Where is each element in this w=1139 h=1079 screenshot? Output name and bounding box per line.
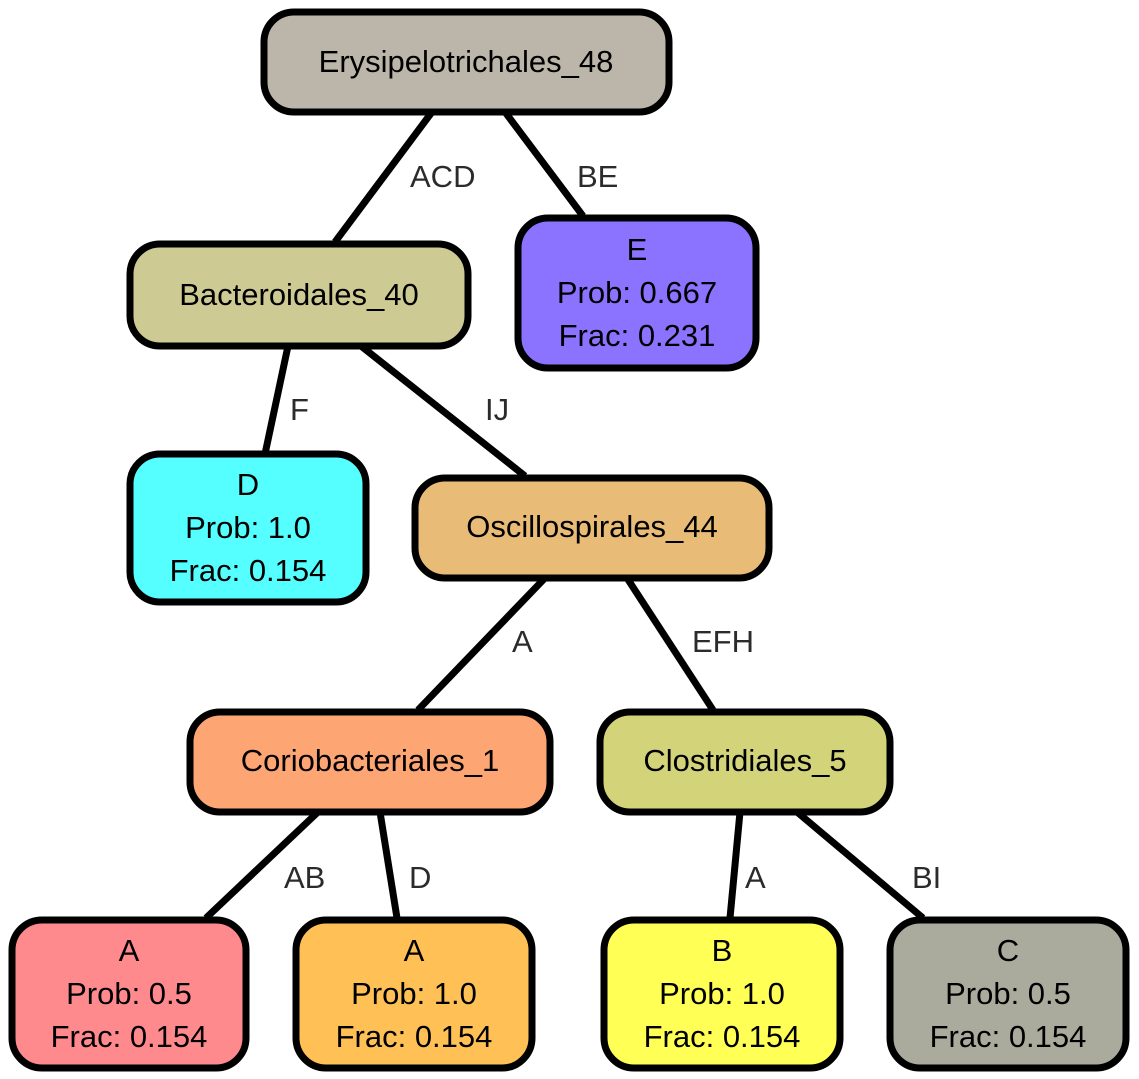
node-box [126,240,472,350]
edge-label: F [290,392,309,427]
node-box [600,916,844,1072]
edge-label: IJ [485,392,509,427]
leaf-prob: Prob: 0.667 [557,275,717,310]
leaf-class: A [404,933,425,968]
node-erysipelotrichales-48: Erysipelotrichales_48 [260,8,673,116]
edge-coriobacteriales-to-a1: AB [203,809,325,921]
edge-clostridiales-to-c: BI [794,809,941,921]
node-label: Erysipelotrichales_48 [319,44,614,79]
leaf-node-a-2: A Prob: 1.0 Frac: 0.154 [292,916,536,1072]
node-box [126,450,370,606]
edge-label: BI [912,860,941,895]
leaf-node-b: B Prob: 1.0 Frac: 0.154 [600,916,844,1072]
leaf-prob: Prob: 1.0 [185,510,311,545]
node-box [886,916,1130,1072]
leaf-class: E [627,232,648,267]
edge-coriobacteriales-to-a2: D [376,811,431,919]
node-coriobacteriales-1: Coriobacteriales_1 [186,708,554,816]
edge-clostridiales-to-b: A [726,811,766,919]
node-box [411,474,773,582]
leaf-frac: Frac: 0.154 [170,553,327,588]
node-box [514,214,760,372]
leaf-frac: Frac: 0.154 [644,1019,801,1054]
edge-bacteroidales-to-oscillospirales: IJ [358,343,528,479]
edge-oscillospirales-to-clostridiales: EFH [624,576,754,712]
leaf-node-c: C Prob: 0.5 Frac: 0.154 [886,916,1130,1072]
edge-label: A [512,624,533,659]
node-clostridiales-5: Clostridiales_5 [596,708,894,816]
node-box [8,916,250,1072]
node-label: Bacteroidales_40 [179,277,419,312]
leaf-frac: Frac: 0.231 [559,318,716,353]
edge-label: AB [284,860,325,895]
leaf-frac: Frac: 0.154 [930,1019,1087,1054]
node-label: Coriobacteriales_1 [241,743,499,778]
edge-bacteroidales-to-d: F [261,345,309,455]
edge-label: A [745,860,766,895]
leaf-node-a-1: A Prob: 0.5 Frac: 0.154 [8,916,250,1072]
node-box [260,8,673,116]
edge-root-to-bacteroidales: ACD [332,109,475,245]
leaf-prob: Prob: 1.0 [351,976,477,1011]
leaf-prob: Prob: 1.0 [659,976,785,1011]
leaf-class: B [712,933,733,968]
edge-root-to-e: BE [502,109,618,219]
node-box [596,708,894,816]
node-bacteroidales-40: Bacteroidales_40 [126,240,472,350]
leaf-prob: Prob: 0.5 [66,976,192,1011]
leaf-node-e: E Prob: 0.667 Frac: 0.231 [514,214,760,372]
edge-oscillospirales-to-coriobacteriales: A [415,575,548,713]
edge-label: D [409,860,431,895]
node-label: Clostridiales_5 [643,743,846,778]
leaf-class: A [119,933,140,968]
leaf-class: C [997,933,1019,968]
node-oscillospirales-44: Oscillospirales_44 [411,474,773,582]
edge-label: EFH [692,624,754,659]
leaf-prob: Prob: 0.5 [945,976,1071,1011]
edge-label: BE [577,159,618,194]
leaf-node-d: D Prob: 1.0 Frac: 0.154 [126,450,370,606]
node-label: Oscillospirales_44 [466,509,718,544]
leaf-class: D [237,467,259,502]
node-box [186,708,554,816]
leaf-frac: Frac: 0.154 [336,1019,493,1054]
node-box [292,916,536,1072]
leaf-frac: Frac: 0.154 [51,1019,208,1054]
edge-label: ACD [410,159,475,194]
